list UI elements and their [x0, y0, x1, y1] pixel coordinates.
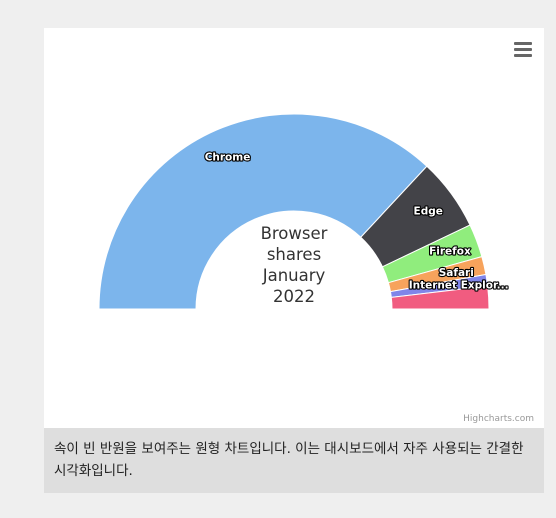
credits-link[interactable]: Highcharts.com [463, 414, 534, 424]
data-label-firefox: Firefox [429, 246, 471, 258]
title-line-3: January [262, 266, 326, 285]
slice-other[interactable] [390, 285, 490, 310]
title-line-2: shares [266, 245, 322, 264]
chart-container: Chrome Edge Firefox Safari Internet Explor..… [44, 28, 544, 428]
chart-figure: Chrome Edge Firefox Safari Internet Explor..… [44, 28, 544, 493]
data-label-safari: Safari [439, 267, 474, 279]
slice-chrome[interactable] [98, 113, 428, 310]
slices [98, 113, 490, 310]
figure-caption: 속이 빈 반원을 보여주는 원형 차트입니다. 이는 대시보드에서 자주 사용되… [44, 428, 544, 493]
title-line-1: Browser [260, 224, 328, 243]
title-line-4: 2022 [273, 287, 315, 306]
data-label-internet-explorer: Internet Explor... [409, 279, 509, 291]
hamburger-menu-icon[interactable] [514, 42, 532, 58]
data-label-edge: Edge [414, 205, 443, 217]
data-label-chrome: Chrome [205, 151, 251, 163]
chart-title: Browser shares January 2022 [244, 223, 344, 307]
